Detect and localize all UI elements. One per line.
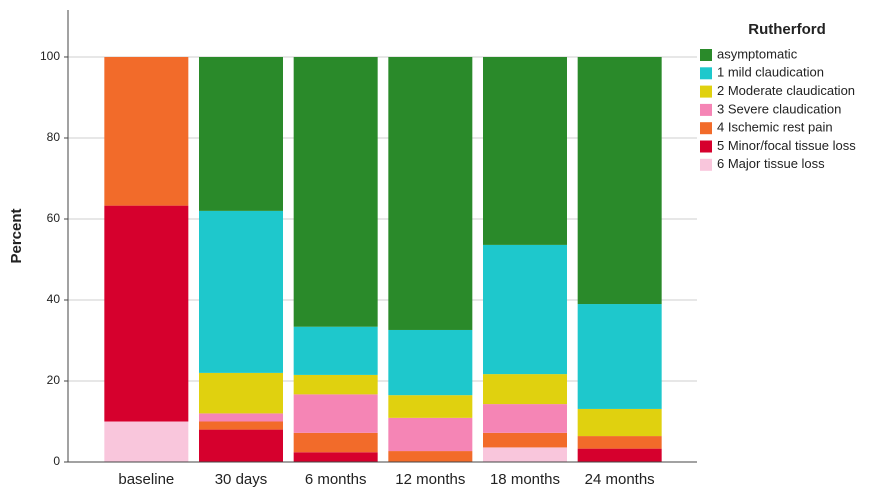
bar-segment <box>104 56 189 206</box>
bar-segment <box>483 56 567 245</box>
bar-segment <box>199 421 283 430</box>
x-tick-label: baseline <box>118 471 174 488</box>
bar-segment <box>577 448 662 462</box>
x-tick-label: 18 months <box>490 471 560 488</box>
y-tick-label: 80 <box>47 130 61 144</box>
legend-swatch <box>700 103 712 116</box>
bar-segment <box>199 429 283 462</box>
bar-segment <box>388 451 473 462</box>
bar-segment <box>293 56 378 327</box>
bar-segment <box>483 244 567 375</box>
bar-segment <box>577 56 662 305</box>
bar-segment <box>104 205 189 422</box>
bar-segment <box>293 326 378 375</box>
bar-segment <box>388 329 473 396</box>
legend-swatch <box>700 85 712 98</box>
x-tick-label: 24 months <box>585 471 655 488</box>
bar-segment <box>293 452 378 462</box>
bar-segment <box>199 372 283 414</box>
bar-segment <box>483 404 567 433</box>
bar-segment <box>199 413 283 422</box>
legend-label: 2 Moderate claudication <box>717 83 855 98</box>
y-tick-label: 100 <box>40 49 60 63</box>
bar-segment <box>483 374 567 405</box>
legend-swatch <box>700 49 712 61</box>
bar-segment <box>293 432 378 453</box>
bar-segment <box>577 436 662 449</box>
bar-segment <box>577 304 662 409</box>
legend-label: 1 mild claudication <box>717 65 824 80</box>
legend-label: 6 Major tissue loss <box>717 156 825 171</box>
legend-title: Rutherford <box>748 21 826 38</box>
bar-segment <box>388 395 473 418</box>
y-tick-label: 40 <box>47 292 61 306</box>
y-axis-label: Percent <box>8 208 25 263</box>
bar-segment <box>388 56 473 330</box>
legend-swatch <box>700 67 712 80</box>
legend-swatch <box>700 122 712 135</box>
legend-swatch <box>700 140 712 153</box>
legend-label: asymptomatic <box>717 46 798 61</box>
legend-label: 4 Ischemic rest pain <box>717 120 833 135</box>
legend-label: 5 Minor/focal tissue loss <box>717 138 856 153</box>
bar-segment <box>577 408 662 437</box>
x-tick-label: 30 days <box>215 471 268 488</box>
y-tick-label: 60 <box>47 211 61 225</box>
bar-segment <box>104 421 189 462</box>
y-tick-label: 0 <box>53 454 60 468</box>
y-tick-label: 20 <box>47 373 61 387</box>
legend-label: 3 Severe claudication <box>717 101 841 116</box>
bar-segment <box>483 447 567 462</box>
bar-segment <box>293 374 378 395</box>
legend-swatch <box>700 158 712 171</box>
bar-segment <box>388 417 473 452</box>
bar-segment <box>199 56 283 211</box>
bar-segment <box>199 210 283 373</box>
bar-segment <box>293 394 378 433</box>
bar-segment <box>483 432 567 448</box>
x-tick-label: 6 months <box>305 471 367 488</box>
x-tick-label: 12 months <box>395 471 465 488</box>
